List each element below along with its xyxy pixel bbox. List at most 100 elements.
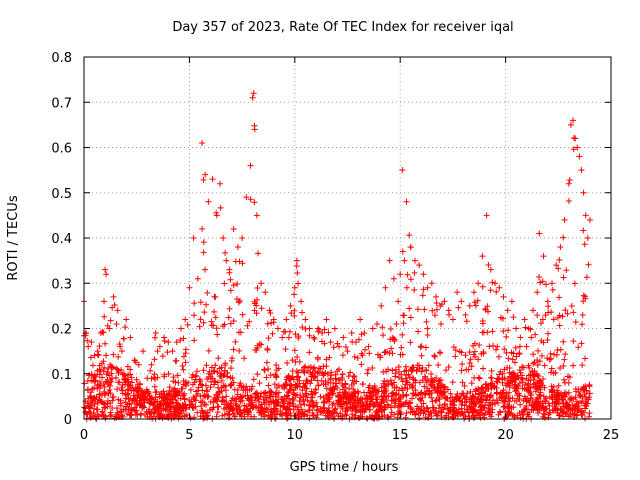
data-point <box>400 320 407 327</box>
data-point <box>233 295 240 302</box>
data-point <box>412 411 419 418</box>
data-point <box>209 406 216 413</box>
data-point <box>475 356 482 363</box>
data-point <box>456 397 463 404</box>
data-point <box>425 408 432 415</box>
data-point <box>516 343 523 350</box>
data-point <box>421 383 428 390</box>
data-point <box>375 388 382 395</box>
data-point <box>267 309 274 316</box>
data-point <box>483 380 490 387</box>
data-point <box>277 408 284 415</box>
data-point <box>488 391 495 398</box>
data-point <box>305 364 312 371</box>
data-point <box>85 372 92 379</box>
data-point <box>501 346 508 353</box>
data-point <box>111 415 118 422</box>
data-point <box>393 321 400 328</box>
data-point <box>409 384 416 391</box>
data-point <box>218 398 225 405</box>
data-point <box>249 403 256 410</box>
data-point <box>251 199 258 206</box>
data-point <box>302 326 309 333</box>
data-point <box>118 384 125 391</box>
data-point <box>428 389 435 396</box>
data-point <box>104 397 111 404</box>
data-point <box>392 396 399 403</box>
data-point <box>134 411 141 418</box>
data-point <box>218 370 225 377</box>
data-point <box>151 356 158 363</box>
data-point <box>476 398 483 405</box>
data-point <box>570 146 577 153</box>
data-point <box>290 396 297 403</box>
data-point-peak <box>230 225 237 232</box>
data-point <box>534 361 541 368</box>
data-point <box>122 381 129 388</box>
data-point <box>171 405 178 412</box>
data-point <box>222 383 229 390</box>
data-point <box>476 375 483 382</box>
data-point <box>221 371 228 378</box>
data-point <box>516 367 523 374</box>
data-point <box>91 378 98 385</box>
data-point <box>550 407 557 414</box>
data-point <box>408 406 415 413</box>
data-point <box>133 376 140 383</box>
data-point <box>364 370 371 377</box>
data-point <box>583 274 590 281</box>
data-point <box>224 403 231 410</box>
data-point <box>359 352 366 359</box>
data-point-peak <box>239 235 246 241</box>
data-point-peak <box>369 325 376 332</box>
data-point <box>557 405 564 412</box>
data-point <box>284 360 291 367</box>
data-point <box>87 393 94 400</box>
data-point <box>174 372 181 379</box>
data-point <box>474 409 481 416</box>
data-point <box>458 367 465 374</box>
data-point <box>306 332 313 339</box>
data-point <box>285 334 292 341</box>
data-point <box>350 373 357 380</box>
data-point <box>261 409 268 416</box>
data-point <box>211 394 218 401</box>
data-point <box>291 347 298 354</box>
data-point <box>563 411 570 418</box>
data-point <box>572 319 579 326</box>
data-point <box>248 386 255 393</box>
data-point <box>386 350 393 357</box>
data-point <box>474 297 481 304</box>
data-point <box>341 388 348 395</box>
data-point <box>557 346 564 353</box>
data-point-peak <box>182 316 189 323</box>
data-point <box>275 365 282 372</box>
data-point <box>295 369 302 376</box>
data-point <box>470 407 477 414</box>
data-point <box>471 348 478 355</box>
data-point <box>282 346 289 353</box>
data-point-peak <box>103 271 110 278</box>
data-point <box>538 352 545 359</box>
data-point <box>384 378 391 385</box>
data-point-peak <box>344 348 351 355</box>
data-point <box>141 399 148 406</box>
data-point <box>311 390 318 397</box>
data-point <box>267 412 274 419</box>
data-point <box>358 361 365 368</box>
data-point <box>269 330 276 337</box>
data-point <box>279 403 286 410</box>
data-point <box>236 347 243 354</box>
data-point <box>288 310 295 317</box>
data-point <box>117 343 124 350</box>
data-point <box>124 410 131 417</box>
data-point <box>196 323 203 330</box>
data-point <box>187 386 194 393</box>
data-point <box>282 379 289 386</box>
data-point <box>481 405 488 412</box>
data-point <box>482 306 489 313</box>
data-point <box>490 342 497 349</box>
data-point <box>358 331 365 338</box>
data-point <box>291 291 298 298</box>
data-point <box>264 345 271 352</box>
